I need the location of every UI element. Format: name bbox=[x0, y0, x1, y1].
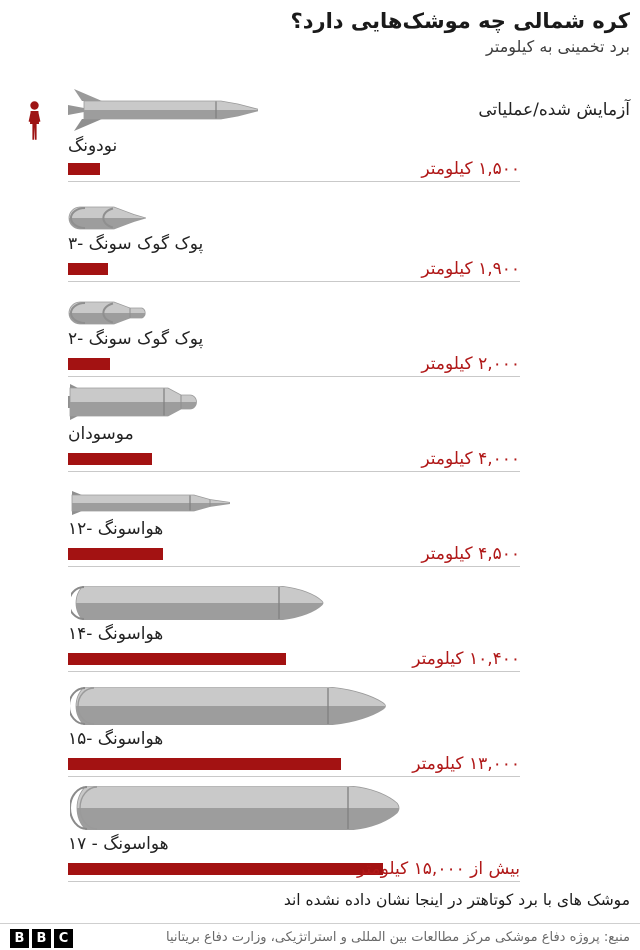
missile-hwasong12-icon bbox=[71, 491, 230, 515]
range-value: بیش از ۱۵,۰۰۰ کیلومتر bbox=[357, 859, 520, 879]
missile-name: هواسونگ -۱۴ bbox=[68, 624, 164, 644]
range-bar bbox=[68, 758, 341, 770]
range-bar bbox=[68, 863, 383, 875]
source-bar: B B C منبع: پروژه دفاع موشکی مرکز مطالعا… bbox=[0, 928, 640, 950]
missile-row: پوک گوک سونگ -۳ ۱,۹۰۰ کیلومتر bbox=[0, 182, 640, 282]
missile-pukguksong2-icon bbox=[68, 301, 146, 325]
missile-nodong-icon bbox=[68, 89, 258, 131]
missile-name: هواسونگ - ۱۷ bbox=[68, 834, 169, 854]
bbc-logo-block: B bbox=[10, 929, 29, 948]
missile-row: موسودان ۴,۰۰۰ کیلومتر bbox=[0, 377, 640, 472]
range-value: ۴,۰۰۰ کیلومتر bbox=[421, 449, 520, 469]
range-bar bbox=[68, 163, 100, 176]
range-bar bbox=[68, 548, 163, 560]
range-bar bbox=[68, 358, 110, 370]
range-value: ۱۳,۰۰۰ کیلومتر bbox=[412, 754, 520, 774]
range-value: ۴,۵۰۰ کیلومتر bbox=[421, 544, 520, 564]
page-title: کره شمالی چه موشک‌هایی دارد؟ bbox=[290, 9, 630, 33]
range-value: ۱,۵۰۰ کیلومتر bbox=[421, 159, 520, 180]
range-value: ۱۰,۴۰۰ کیلومتر bbox=[412, 649, 520, 669]
row-divider bbox=[68, 181, 520, 182]
range-bar bbox=[68, 263, 108, 275]
missile-graphic-wrap bbox=[68, 282, 640, 325]
missile-graphic-wrap bbox=[68, 567, 640, 620]
missile-graphic-wrap bbox=[68, 182, 640, 230]
bbc-logo: B B C bbox=[10, 929, 73, 948]
missile-chart: نودونگ ۱,۵۰۰ کیلومتر پوک گوک سونگ -۳ bbox=[0, 88, 640, 882]
header: کره شمالی چه موشک‌هایی دارد؟ برد تخمینی … bbox=[0, 0, 640, 56]
missile-name: هواسونگ -۱۲ bbox=[68, 519, 164, 539]
missile-name: نودونگ bbox=[68, 136, 118, 156]
missile-row: هواسونگ -۱۵ ۱۳,۰۰۰ کیلومتر bbox=[0, 672, 640, 777]
missile-row: هواسونگ -۱۴ ۱۰,۴۰۰ کیلومتر bbox=[0, 567, 640, 672]
missile-graphic-wrap bbox=[68, 472, 640, 515]
missile-hwasong17-icon bbox=[70, 786, 400, 830]
footer-divider bbox=[0, 923, 640, 924]
missile-graphic-wrap bbox=[68, 377, 640, 420]
missile-row: هواسونگ - ۱۷ بیش از ۱۵,۰۰۰ کیلومتر bbox=[0, 777, 640, 882]
row-divider bbox=[68, 776, 520, 777]
person-scale-icon bbox=[26, 101, 43, 145]
missile-hwasong15-icon bbox=[70, 687, 386, 725]
row-divider bbox=[68, 376, 520, 377]
missile-name: هواسونگ -۱۵ bbox=[68, 729, 164, 749]
missile-name: پوک گوک سونگ -۳ bbox=[68, 234, 204, 254]
range-value: ۱,۹۰۰ کیلومتر bbox=[421, 259, 520, 279]
missile-pukguksong3-icon bbox=[68, 206, 146, 230]
missile-musudan-icon bbox=[68, 384, 197, 420]
row-divider bbox=[68, 281, 520, 282]
missile-graphic-wrap bbox=[68, 88, 640, 132]
row-divider bbox=[68, 566, 520, 567]
missile-name: پوک گوک سونگ -۲ bbox=[68, 329, 204, 349]
page-subtitle: برد تخمینی به کیلومتر bbox=[486, 37, 630, 57]
range-bar bbox=[68, 653, 286, 665]
range-bar bbox=[68, 453, 152, 465]
footnote: موشک های با برد کوتاهتر در اینجا نشان دا… bbox=[283, 891, 630, 909]
missile-graphic-wrap bbox=[68, 777, 640, 830]
missile-graphic-wrap bbox=[68, 672, 640, 725]
missile-hwasong14-icon bbox=[71, 586, 324, 620]
legend-label: آزمایش شده/عملیاتی bbox=[478, 100, 630, 120]
row-divider bbox=[68, 471, 520, 472]
missile-row: هواسونگ -۱۲ ۴,۵۰۰ کیلومتر bbox=[0, 472, 640, 567]
source-text: منبع: پروژه دفاع موشکی مرکز مطالعات بین … bbox=[166, 930, 630, 945]
row-divider bbox=[68, 881, 520, 882]
bbc-logo-block: C bbox=[54, 929, 73, 948]
row-divider bbox=[68, 671, 520, 672]
bbc-logo-block: B bbox=[32, 929, 51, 948]
range-value: ۲,۰۰۰ کیلومتر bbox=[421, 354, 520, 374]
missile-row: پوک گوک سونگ -۲ ۲,۰۰۰ کیلومتر bbox=[0, 282, 640, 377]
missile-name: موسودان bbox=[68, 424, 134, 444]
missile-row: نودونگ ۱,۵۰۰ کیلومتر bbox=[0, 88, 640, 182]
